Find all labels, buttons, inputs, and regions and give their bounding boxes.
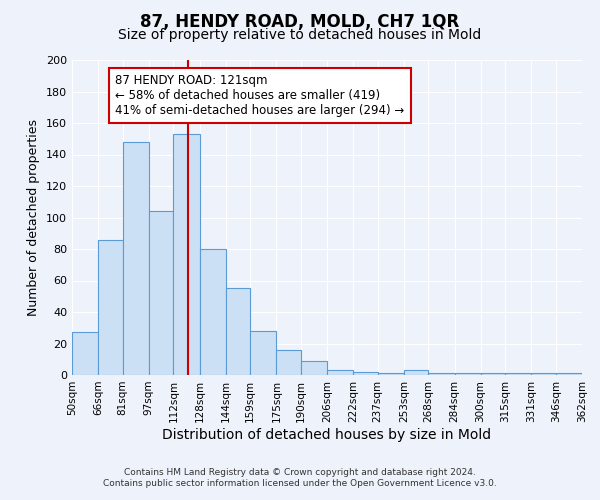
Text: 87 HENDY ROAD: 121sqm
← 58% of detached houses are smaller (419)
41% of semi-det: 87 HENDY ROAD: 121sqm ← 58% of detached … (115, 74, 404, 117)
Text: 87, HENDY ROAD, MOLD, CH7 1QR: 87, HENDY ROAD, MOLD, CH7 1QR (140, 12, 460, 30)
Bar (532, 374, 556, 375)
Bar (122, 142, 149, 375)
Text: Contains HM Land Registry data © Crown copyright and database right 2024.
Contai: Contains HM Land Registry data © Crown c… (103, 468, 497, 487)
Bar (199, 249, 226, 375)
Bar (277, 350, 301, 375)
Bar (98, 240, 122, 375)
Bar (72, 332, 98, 375)
Bar (481, 374, 505, 375)
Bar (173, 134, 199, 375)
X-axis label: Distribution of detached houses by size in Mold: Distribution of detached houses by size … (163, 428, 491, 442)
Bar (327, 370, 353, 375)
Text: Size of property relative to detached houses in Mold: Size of property relative to detached ho… (118, 28, 482, 42)
Bar (377, 374, 404, 375)
Bar (353, 372, 377, 375)
Bar (301, 361, 327, 375)
Bar (505, 374, 532, 375)
Bar (404, 370, 428, 375)
Bar (455, 374, 481, 375)
Bar (149, 211, 173, 375)
Bar (428, 374, 455, 375)
Y-axis label: Number of detached properties: Number of detached properties (28, 119, 40, 316)
Bar (226, 288, 250, 375)
Bar (556, 374, 582, 375)
Bar (250, 331, 277, 375)
